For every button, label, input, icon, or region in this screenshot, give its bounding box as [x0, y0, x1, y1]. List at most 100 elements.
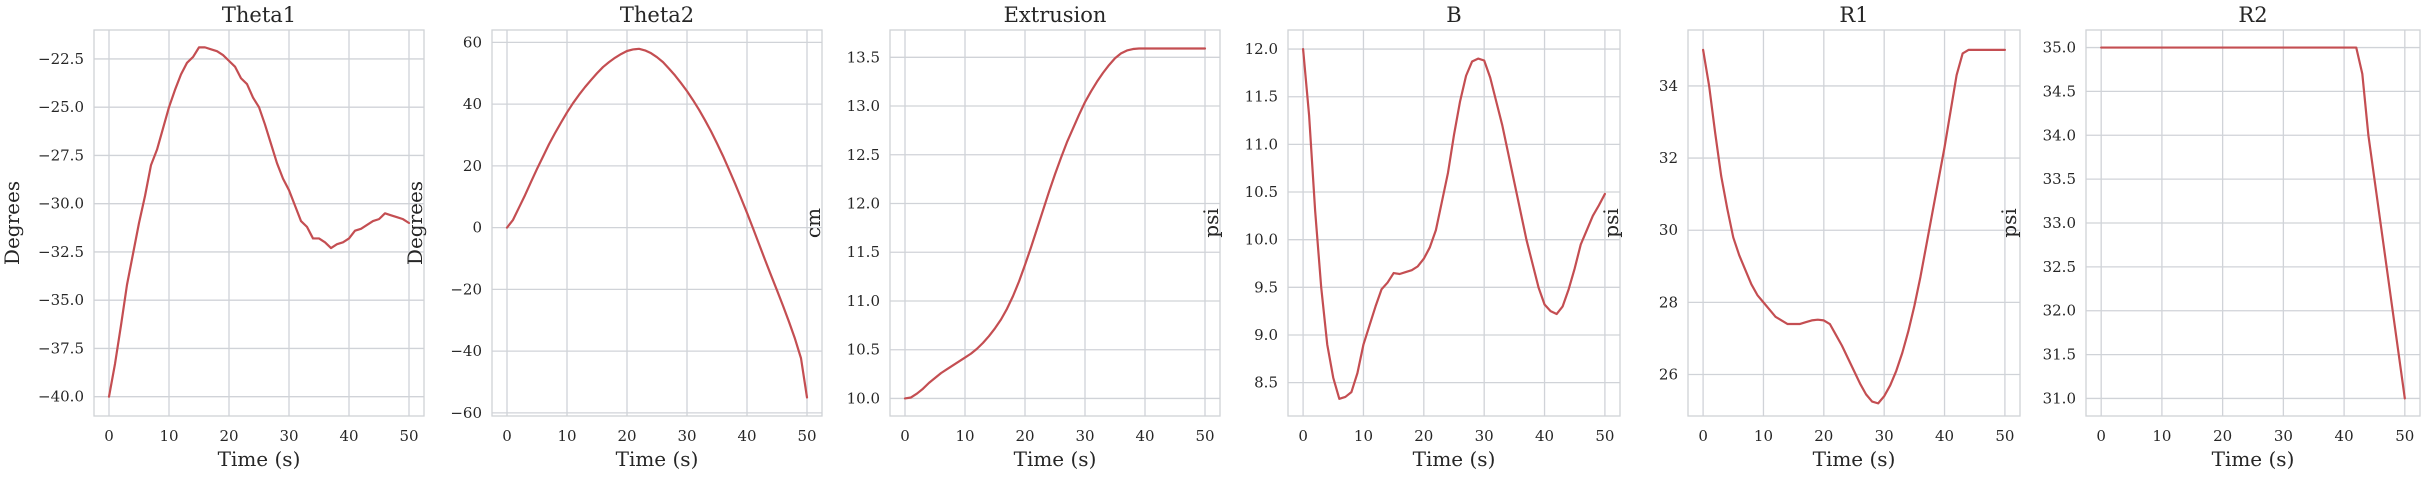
y-tick-label: 8.5 [1254, 374, 1278, 392]
series-line [2100, 46, 2406, 400]
y-tick-label: 34.0 [2043, 126, 2076, 144]
y-tick-label: −40.0 [38, 388, 84, 406]
x-tick-label: 0 [900, 427, 910, 445]
x-tick-label: 10 [1354, 427, 1373, 445]
y-tick-label: 10.5 [847, 341, 880, 359]
y-tick-label: 10.5 [1245, 183, 1278, 201]
y-tick-label: 40 [463, 95, 482, 113]
plot-frame [889, 29, 1221, 417]
subplot-b: 0 10 20 30 40 50 8.5 9.0 9.5 10.0 10.5 11.0 11.5 12.0… [1199, 3, 1621, 471]
x-tick-label: 20 [2213, 427, 2232, 445]
plot-frame [93, 29, 425, 417]
x-tick-label: 20 [219, 427, 238, 445]
y-tick-label: −40 [450, 342, 482, 360]
y-tick-label: 12.0 [1245, 40, 1278, 58]
x-tick-label: 10 [1754, 427, 1773, 445]
y-tick-label: 20 [463, 157, 482, 175]
x-axis-label: Time (s) [218, 447, 301, 471]
y-axis-label: Degrees [0, 181, 24, 265]
x-tick-label: 0 [502, 427, 512, 445]
plot-frame [1687, 29, 2021, 417]
y-tick-label: 33.0 [2043, 214, 2076, 232]
x-tick-label: 0 [104, 427, 114, 445]
x-axis-label: Time (s) [1014, 447, 1097, 471]
y-axis-label: cm [801, 208, 825, 238]
x-tick-label: 0 [1298, 427, 1308, 445]
subplot-title: R1 [1839, 3, 1868, 27]
subplot-r2: 0 10 20 30 40 50 31.0 31.5 32.0 32.5 33.0 33.5 34.0 3… [1997, 3, 2421, 471]
subplot-title: Theta1 [222, 3, 296, 27]
x-tick-label: 40 [737, 427, 756, 445]
subplot-title: Theta2 [620, 3, 694, 27]
x-tick-label: 30 [2274, 427, 2293, 445]
y-tick-label: 33.5 [2043, 170, 2076, 188]
y-tick-label: 11.5 [1245, 88, 1278, 106]
subplot-title: Extrusion [1004, 3, 1107, 27]
y-tick-label: −35.0 [38, 291, 84, 309]
x-tick-label: 10 [2152, 427, 2171, 445]
plot-frame [1287, 29, 1621, 417]
subplot-extrusion: 0 10 20 30 40 50 10.0 10.5 11.0 11.5 12.0 12.5 13.0 1… [801, 3, 1221, 471]
y-tick-label: 12.5 [847, 146, 880, 164]
y-tick-label: 30 [1659, 221, 1678, 239]
y-tick-label: 26 [1659, 366, 1678, 384]
subplot-theta2: 0 10 20 30 40 50 −60 −40 −20 0 20 40 60 Theta2 Time (s… [403, 3, 823, 471]
subplot-theta1: 0 10 20 30 40 50 −40.0 −37.5 −35.0 −32.5 −30.0 −27.… [0, 3, 425, 471]
x-tick-label: 30 [279, 427, 298, 445]
y-axis-label: psi [1997, 208, 2021, 237]
plot-frame [491, 29, 823, 417]
x-tick-label: 0 [1698, 427, 1708, 445]
x-tick-label: 30 [1075, 427, 1094, 445]
y-tick-label: 32.0 [2043, 302, 2076, 320]
series-line [903, 47, 1207, 400]
x-tick-label: 40 [1535, 427, 1554, 445]
x-tick-label: 10 [159, 427, 178, 445]
y-tick-label: 35.0 [2043, 39, 2076, 57]
y-tick-label: 11.0 [847, 292, 880, 310]
y-tick-label: 11.5 [847, 243, 880, 261]
series-line [505, 47, 809, 399]
y-tick-label: 32 [1659, 149, 1678, 167]
y-axis-label: psi [1599, 208, 1623, 237]
plot-frame [2085, 29, 2421, 417]
x-tick-label: 20 [1814, 427, 1833, 445]
y-tick-label: 0 [472, 219, 482, 237]
x-tick-label: 20 [617, 427, 636, 445]
y-tick-label: 10.0 [1245, 231, 1278, 249]
y-tick-label: 60 [463, 33, 482, 51]
x-tick-label: 30 [677, 427, 696, 445]
y-tick-label: −60 [450, 404, 482, 422]
subplot-title: R2 [2238, 3, 2267, 27]
x-tick-label: 40 [339, 427, 358, 445]
x-tick-label: 20 [1414, 427, 1433, 445]
x-axis-label: Time (s) [1413, 447, 1496, 471]
x-axis-label: Time (s) [2212, 447, 2295, 471]
y-tick-label: 10.0 [847, 389, 880, 407]
x-axis-label: Time (s) [1813, 447, 1896, 471]
y-tick-label: −30.0 [38, 195, 84, 213]
x-tick-label: 50 [399, 427, 418, 445]
y-tick-label: 31.5 [2043, 346, 2076, 364]
y-tick-label: 13.5 [847, 48, 880, 66]
x-tick-label: 10 [955, 427, 974, 445]
y-tick-label: −22.5 [38, 50, 84, 68]
y-tick-label: 12.0 [847, 195, 880, 213]
series-line [1701, 48, 2007, 405]
subplot-title: B [1446, 3, 1461, 27]
y-tick-label: 13.0 [847, 97, 880, 115]
subplot-r1: 0 10 20 30 40 50 26 28 30 32 34 R1 Time (s) psi [1599, 3, 2021, 471]
x-tick-label: 40 [1935, 427, 1954, 445]
y-tick-label: 34 [1659, 77, 1678, 95]
y-tick-label: 9.0 [1254, 326, 1278, 344]
y-tick-label: 34.5 [2043, 82, 2076, 100]
y-tick-label: 11.0 [1245, 135, 1278, 153]
y-axis-label: Degrees [403, 181, 427, 265]
y-tick-label: −20 [450, 280, 482, 298]
y-tick-label: 31.0 [2043, 389, 2076, 407]
x-tick-label: 20 [1015, 427, 1034, 445]
x-tick-label: 50 [1595, 427, 1614, 445]
x-tick-label: 40 [1135, 427, 1154, 445]
y-tick-label: −27.5 [38, 146, 84, 164]
